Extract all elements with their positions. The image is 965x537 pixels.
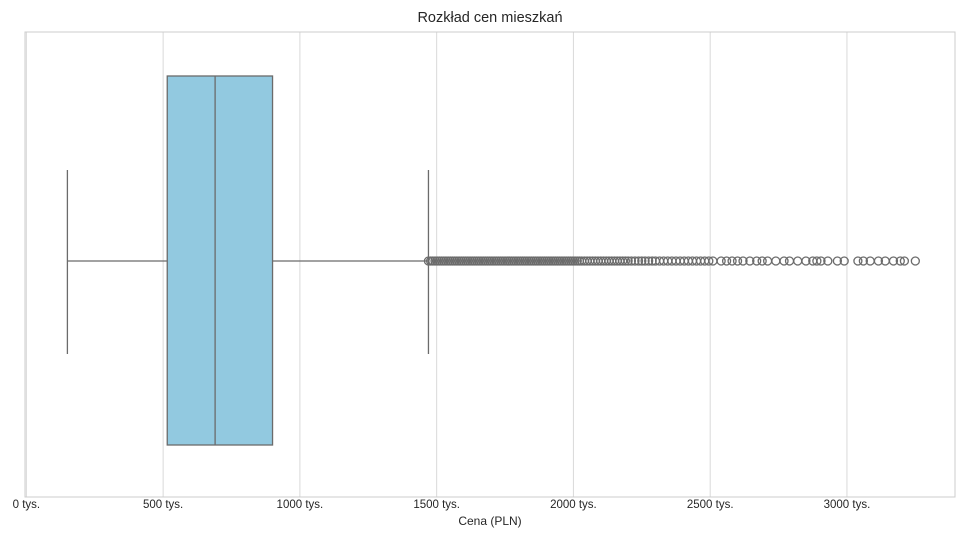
outlier-point — [853, 256, 863, 266]
outlier-point — [812, 256, 822, 266]
outlier-point — [784, 256, 795, 266]
x-axis-ticks: 0 tys. 500 tys. 1000 tys. 1500 tys. 2000 tys… — [13, 499, 871, 511]
chart-title: Rozkład cen mieszkań — [417, 10, 562, 26]
outlier-point — [801, 256, 811, 266]
outlier-point — [895, 256, 905, 266]
outlier-point — [704, 256, 714, 266]
outlier-point — [816, 256, 826, 266]
x-tick-label: 2500 tys. — [687, 499, 734, 511]
outlier-point — [839, 256, 849, 266]
outlier-point — [716, 256, 726, 266]
outlier-point — [618, 256, 628, 266]
outlier-point — [633, 256, 644, 266]
outlier-point — [623, 256, 633, 266]
outlier-point — [738, 256, 748, 266]
outlier-point — [779, 256, 789, 266]
outlier-point — [888, 256, 899, 266]
box-plot — [66, 75, 430, 446]
outlier-point — [762, 256, 773, 266]
outlier-point — [823, 256, 833, 266]
outlier-point — [899, 256, 910, 266]
outlier-point — [832, 256, 843, 266]
x-tick-label: 2000 tys. — [550, 499, 597, 511]
outlier-point — [745, 256, 755, 266]
outlier-point — [727, 256, 737, 266]
outlier-point — [620, 256, 631, 266]
outlier-points — [423, 256, 920, 266]
outlier-point — [626, 256, 637, 266]
plot-frame — [24, 31, 956, 498]
outlier-point — [752, 256, 762, 266]
outlier-point — [910, 256, 920, 266]
outlier-point — [630, 256, 640, 266]
interquartile-box — [166, 75, 274, 446]
x-tick-label: 1500 tys. — [413, 499, 460, 511]
outlier-point — [873, 256, 884, 266]
outlier-point — [757, 256, 767, 266]
x-tick-label: 500 tys. — [143, 499, 183, 511]
x-tick-label: 1000 tys. — [277, 499, 324, 511]
outlier-point — [640, 256, 650, 266]
outlier-point — [732, 256, 743, 266]
outlier-point — [637, 256, 647, 266]
x-tick-label: 3000 tys. — [824, 499, 871, 511]
outlier-point — [721, 256, 732, 266]
outlier-point — [643, 256, 654, 266]
x-tick-label: 0 tys. — [13, 499, 40, 511]
outlier-point — [858, 256, 869, 266]
outlier-point — [771, 256, 781, 266]
outlier-point — [793, 256, 803, 266]
x-axis-label: Cena (PLN) — [458, 514, 521, 528]
